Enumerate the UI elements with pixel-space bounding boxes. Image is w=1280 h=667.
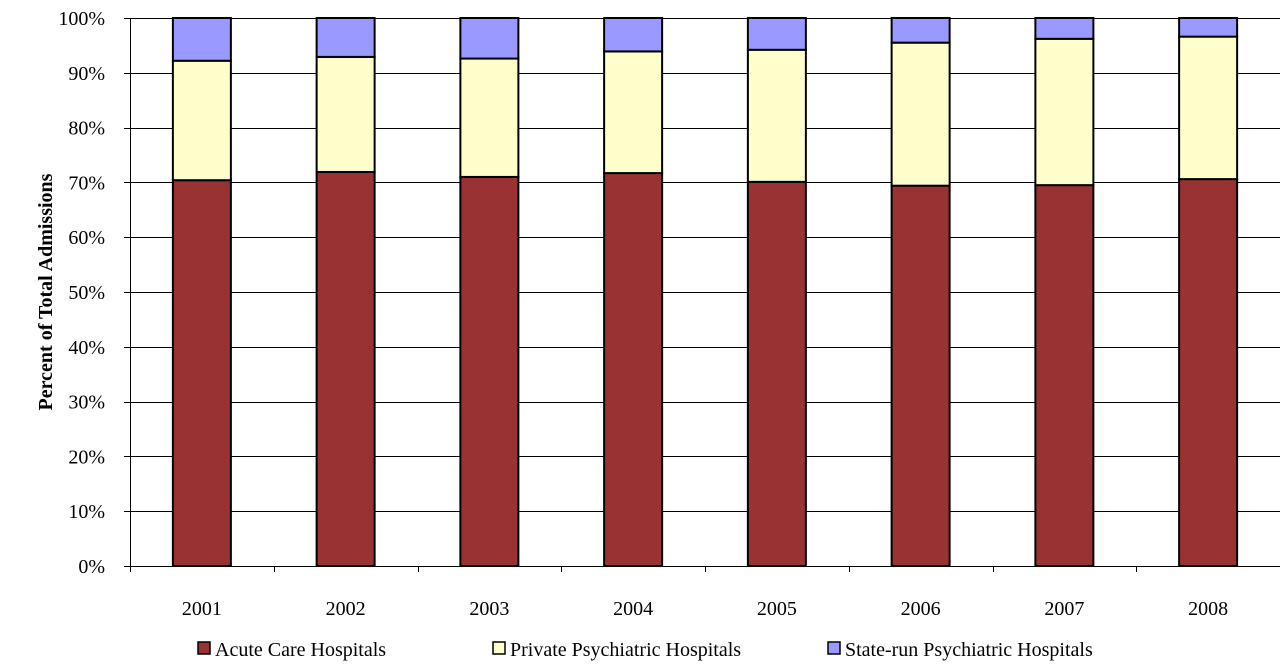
bar-stack-2006 (890, 17, 951, 568)
legend-swatch (827, 641, 841, 655)
y-tick-label: 80% (68, 118, 105, 140)
x-tick-label: 2007 (1044, 598, 1084, 620)
bar-acute-care-hospitals-2002 (315, 170, 376, 567)
legend: Acute Care Hospitals Private Psychiatric … (197, 639, 1093, 661)
y-tick-label: 30% (68, 392, 105, 414)
bar-stack-2007 (1034, 17, 1095, 567)
bar-private-psychiatric-hospitals-2004 (603, 50, 664, 175)
y-tick-label: 40% (68, 337, 105, 359)
bar-acute-care-hospitals-2007 (1034, 184, 1095, 567)
y-tick-label: 0% (78, 556, 105, 578)
y-tick-label: 20% (68, 446, 105, 468)
bar-private-psychiatric-hospitals-2007 (1034, 37, 1095, 187)
bar-stack-2005 (746, 17, 807, 568)
legend-label: Acute Care Hospitals (215, 639, 386, 661)
bar-stack-2001 (171, 17, 232, 567)
x-tick-labels: 2001 2002 2003 2004 2005 2006 2007 2008 (182, 598, 1228, 620)
y-axis-label: Percent of Total Admissions (35, 173, 57, 410)
bars (171, 17, 1239, 568)
legend-label: State-run Psychiatric Hospitals (845, 639, 1093, 661)
legend-item-private-psychiatric-hospitals: Private Psychiatric Hospitals (492, 639, 741, 661)
bar-acute-care-hospitals-2001 (171, 179, 232, 567)
x-tick-label: 2008 (1188, 598, 1228, 620)
bar-acute-care-hospitals-2008 (1178, 178, 1239, 567)
bar-state-run-psychiatric-hospitals-2006 (890, 17, 951, 44)
y-tick-label: 90% (68, 63, 105, 85)
y-tick-label: 70% (68, 172, 105, 194)
bar-state-run-psychiatric-hospitals-2001 (171, 17, 232, 62)
bar-acute-care-hospitals-2005 (746, 180, 807, 568)
legend-item-state-run-psychiatric-hospitals: State-run Psychiatric Hospitals (827, 639, 1093, 661)
bar-stack-2004 (603, 17, 664, 567)
bar-state-run-psychiatric-hospitals-2008 (1178, 17, 1239, 38)
legend-label: Private Psychiatric Hospitals (510, 639, 741, 661)
bar-private-psychiatric-hospitals-2003 (459, 57, 520, 178)
bar-acute-care-hospitals-2004 (603, 172, 664, 567)
bar-state-run-psychiatric-hospitals-2005 (746, 17, 807, 51)
y-tick-labels: 0% 10% 20% 30% 40% 50% 60% 70% 80% 90% 100% (58, 8, 105, 578)
x-tick-label: 2003 (469, 598, 509, 620)
x-tick-label: 2004 (613, 598, 653, 620)
legend-swatch (197, 641, 211, 655)
gridlines (130, 18, 1280, 512)
y-tick-label: 10% (68, 501, 105, 523)
legend-item-acute-care-hospitals: Acute Care Hospitals (197, 639, 386, 661)
y-tick-label: 50% (68, 282, 105, 304)
x-tick-label: 2006 (901, 598, 941, 620)
legend-swatch (492, 641, 506, 655)
bar-state-run-psychiatric-hospitals-2002 (315, 17, 376, 58)
y-tick-label: 60% (68, 227, 105, 249)
bar-private-psychiatric-hospitals-2008 (1178, 35, 1239, 181)
axes (124, 18, 1280, 572)
bar-stack-2008 (1178, 17, 1239, 567)
bar-state-run-psychiatric-hospitals-2004 (603, 17, 664, 53)
x-tick-label: 2005 (757, 598, 797, 620)
x-tick-label: 2002 (326, 598, 366, 620)
bar-private-psychiatric-hospitals-2006 (890, 41, 951, 187)
bar-private-psychiatric-hospitals-2002 (315, 55, 376, 173)
bar-acute-care-hospitals-2006 (890, 184, 951, 568)
bar-state-run-psychiatric-hospitals-2003 (459, 17, 520, 60)
bar-stack-2002 (315, 17, 376, 567)
bar-state-run-psychiatric-hospitals-2007 (1034, 17, 1095, 40)
bar-private-psychiatric-hospitals-2005 (746, 48, 807, 183)
bar-stack-2003 (459, 17, 520, 567)
bar-private-psychiatric-hospitals-2001 (171, 59, 232, 182)
bar-acute-care-hospitals-2003 (459, 175, 520, 567)
y-tick-label: 100% (58, 8, 105, 30)
x-tick-label: 2001 (182, 598, 222, 620)
